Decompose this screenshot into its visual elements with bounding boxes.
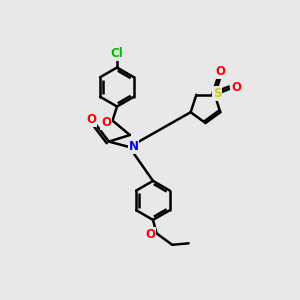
- Text: O: O: [231, 81, 241, 94]
- Text: O: O: [101, 116, 111, 129]
- Text: Cl: Cl: [111, 46, 123, 60]
- Text: S: S: [213, 87, 221, 100]
- Text: N: N: [128, 140, 139, 153]
- Text: O: O: [216, 65, 226, 78]
- Text: O: O: [86, 113, 96, 126]
- Text: O: O: [145, 228, 155, 242]
